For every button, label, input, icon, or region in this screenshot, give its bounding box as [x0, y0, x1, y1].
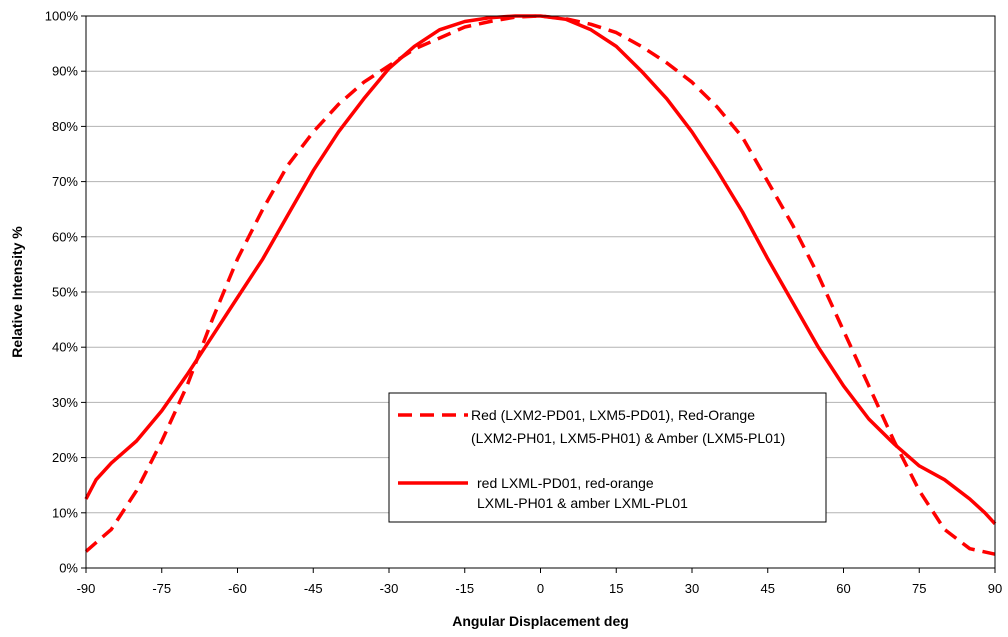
legend-label-series-1-line-1: Red (LXM2-PD01, LXM5-PD01), Red-Orange [471, 407, 755, 423]
legend-box [388, 392, 827, 523]
y-tick-label: 0% [59, 561, 78, 576]
y-tick-label: 30% [52, 395, 78, 410]
x-tick-label: 0 [537, 581, 544, 596]
x-tick-label: 60 [836, 581, 850, 596]
x-tick-label: -45 [304, 581, 323, 596]
x-tick-label: 15 [609, 581, 623, 596]
legend-label-series-2-line-2: LXML-PH01 & amber LXML-PL01 [477, 495, 688, 511]
x-axis-ticks: -90 -75 -60 -45 -30 -15 0 15 30 45 60 75 90 [77, 568, 1002, 596]
legend-label-series-1-line-2: (LXM2-PH01, LXM5-PH01) & Amber (LXM5-PL0… [471, 430, 785, 446]
x-axis-title: Angular Displacement deg [452, 613, 629, 629]
x-tick-label: 45 [761, 581, 775, 596]
series-line-dashed [84, 14, 996, 556]
y-tick-label: 70% [52, 174, 78, 189]
y-tick-label: 100% [45, 9, 79, 24]
y-tick-label: 60% [52, 229, 78, 244]
gridlines [86, 70, 995, 514]
y-tick-label: 90% [52, 64, 78, 79]
y-axis-ticks: 0% 10% 20% 30% 40% 50% 60% 70% 80% 90% 100% [45, 9, 86, 576]
x-tick-label: -15 [455, 581, 474, 596]
x-tick-label: -30 [380, 581, 399, 596]
y-tick-label: 20% [52, 450, 78, 465]
y-axis-title: Relative Intensity % [9, 226, 25, 358]
x-tick-label: 90 [988, 581, 1002, 596]
x-tick-label: 30 [685, 581, 699, 596]
legend-label-series-2-line-1: red LXML-PD01, red-orange [477, 475, 654, 491]
y-tick-label: 10% [52, 505, 78, 520]
x-tick-label: -60 [228, 581, 247, 596]
x-tick-label: 75 [912, 581, 926, 596]
legend: Red (LXM2-PD01, LXM5-PD01), Red-Orange (… [388, 392, 827, 523]
y-tick-label: 80% [52, 119, 78, 134]
y-tick-label: 40% [52, 340, 78, 355]
y-tick-label: 50% [52, 285, 78, 300]
x-tick-label: -75 [152, 581, 171, 596]
x-tick-label: -90 [77, 581, 96, 596]
